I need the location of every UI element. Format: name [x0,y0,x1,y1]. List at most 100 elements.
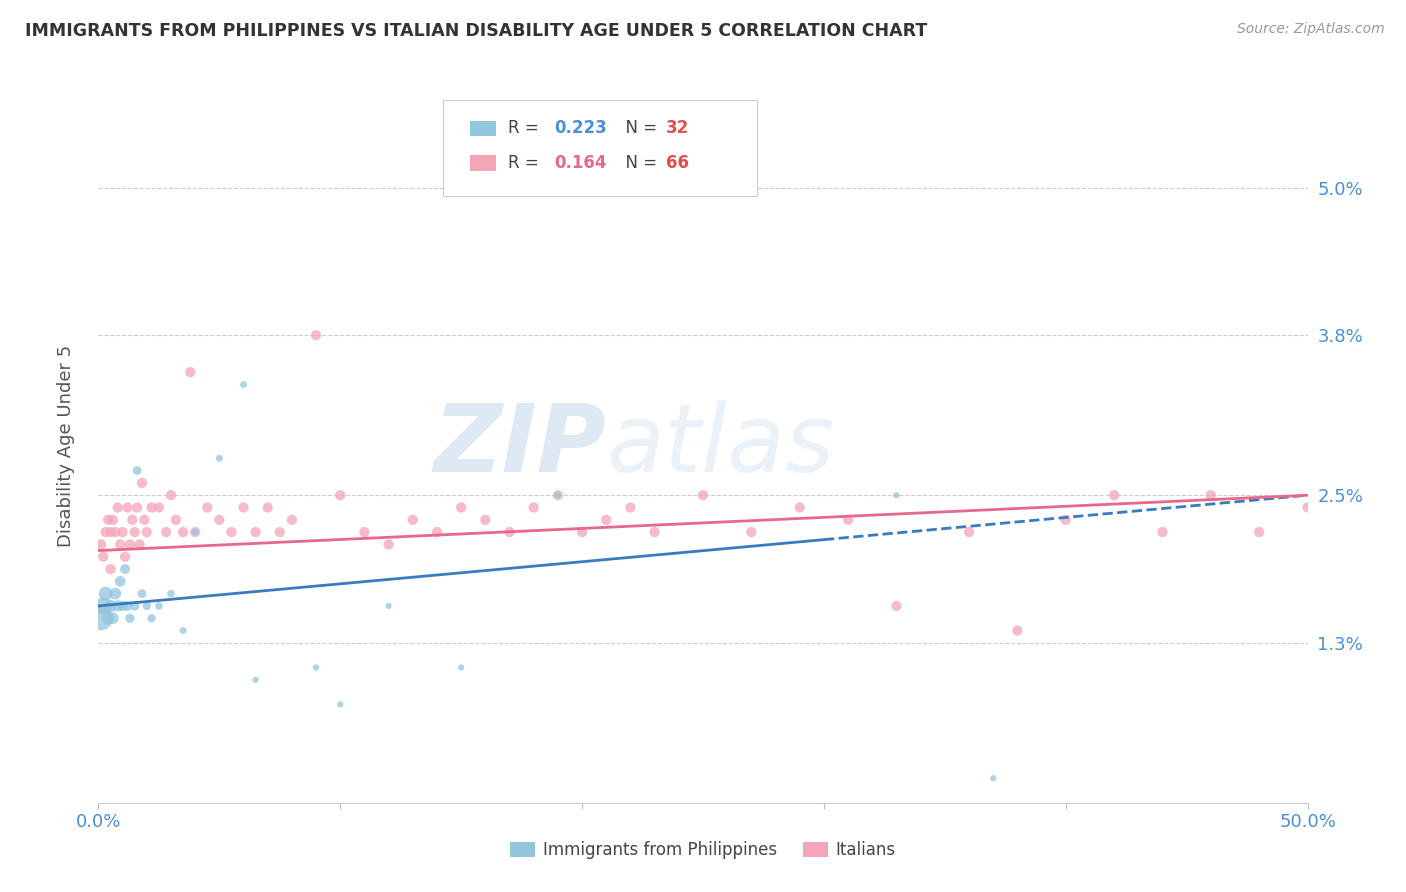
Point [100,562,122,576]
Point [305,660,328,674]
Text: N =: N = [614,153,662,171]
Point [111,599,134,613]
Point [450,660,472,674]
Text: 66: 66 [665,153,689,171]
Point [1199,488,1222,502]
Point [184,525,207,540]
Point [571,525,593,540]
Point [957,525,980,540]
Y-axis label: Disability Age Under 5: Disability Age Under 5 [56,345,75,547]
Point [1054,513,1077,527]
Point [97,513,120,527]
Point [1249,525,1271,540]
Point [426,525,449,540]
Point [141,611,163,625]
Text: 0.164: 0.164 [554,153,607,171]
Point [353,525,375,540]
Legend: Immigrants from Philippines, Italians: Immigrants from Philippines, Italians [503,835,903,866]
Point [118,537,141,551]
Point [94,587,117,601]
Point [135,599,157,613]
Text: Source: ZipAtlas.com: Source: ZipAtlas.com [1237,22,1385,37]
Point [107,500,129,515]
Point [179,365,201,379]
Point [104,525,127,540]
Point [94,525,117,540]
Point [117,599,139,613]
Point [124,599,146,613]
Point [108,537,131,551]
Point [644,525,666,540]
Point [128,537,150,551]
Point [256,500,278,515]
Point [160,587,183,601]
FancyBboxPatch shape [470,155,496,170]
Point [547,488,569,502]
Point [101,611,124,625]
Point [117,500,139,515]
Point [114,562,136,576]
Text: ZIP: ZIP [433,400,606,492]
Point [90,537,112,551]
Point [232,500,254,515]
Text: N =: N = [614,120,662,137]
Point [523,500,546,515]
Point [245,673,267,687]
Point [134,513,156,527]
Point [305,328,328,343]
Point [269,525,291,540]
Point [221,525,243,540]
Point [886,488,908,502]
Point [97,611,120,625]
Point [131,475,153,490]
Point [232,377,254,392]
Point [160,488,183,502]
Point [107,599,129,613]
Text: R =: R = [509,120,544,137]
Point [208,451,231,466]
Point [329,488,352,502]
Point [172,624,194,638]
Point [121,513,143,527]
Point [498,525,520,540]
Point [1007,624,1029,638]
Point [135,525,157,540]
Point [1296,500,1319,515]
Point [127,500,149,515]
Point [124,525,146,540]
Point [740,525,762,540]
FancyBboxPatch shape [443,100,758,196]
Point [1152,525,1174,540]
Text: 0.223: 0.223 [554,120,607,137]
Point [90,611,112,625]
Point [91,549,114,564]
Point [155,525,177,540]
Point [329,698,352,712]
Point [165,513,187,527]
Point [1102,488,1125,502]
Point [118,611,141,625]
Point [281,513,304,527]
Point [184,525,207,540]
Point [595,513,617,527]
Point [208,513,231,527]
Point [131,587,153,601]
Point [100,525,122,540]
Point [108,574,131,589]
Point [172,525,194,540]
Point [886,599,908,613]
Point [245,525,267,540]
Point [789,500,811,515]
Point [114,549,136,564]
Point [104,587,127,601]
Point [148,599,170,613]
Text: R =: R = [509,153,544,171]
Text: atlas: atlas [606,401,835,491]
Point [402,513,425,527]
Point [1393,500,1406,515]
Point [91,599,114,613]
Point [377,537,399,551]
Point [195,500,218,515]
Point [619,500,641,515]
Point [111,525,134,540]
